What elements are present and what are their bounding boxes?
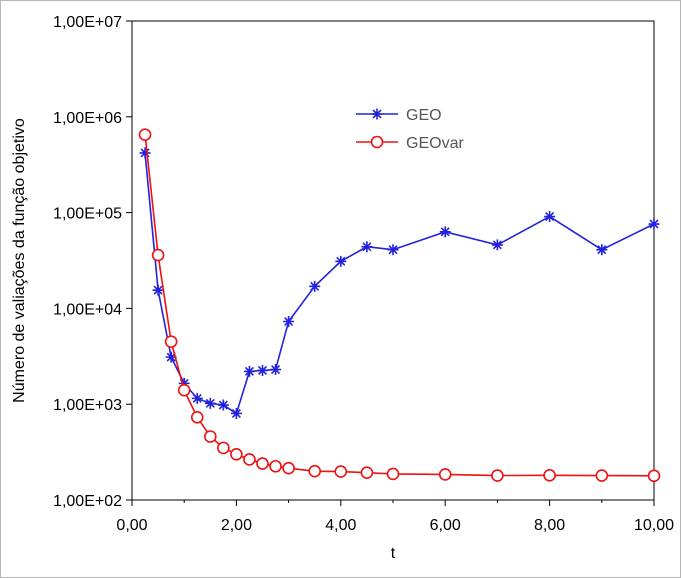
data-point-asterisk <box>283 315 295 327</box>
data-point-circle <box>308 464 322 478</box>
data-point-circle <box>230 447 243 461</box>
data-point-asterisk <box>309 280 321 292</box>
data-point-asterisk <box>596 244 608 256</box>
data-point-asterisk <box>230 407 242 419</box>
data-point-circle <box>217 441 230 455</box>
data-point-circle <box>243 453 256 466</box>
y-tick-label: 1,00E+05 <box>53 206 122 223</box>
data-point-asterisk <box>204 397 216 409</box>
data-point-circle <box>138 128 152 142</box>
data-point-circle <box>164 335 178 348</box>
data-point-asterisk <box>139 147 151 159</box>
data-point-asterisk <box>152 284 164 296</box>
legend-label: GEO <box>406 107 442 124</box>
data-point-circle <box>190 410 204 424</box>
data-point-asterisk <box>165 351 177 363</box>
y-axis: 1,00E+02 1,00E+03 1,00E+04 1,00E+05 1,00E+06… <box>53 14 132 510</box>
y-axis-title: Número de valiações da função objetivo <box>11 118 28 403</box>
legend-item-geovar: GEOvar <box>356 135 464 152</box>
y-tick-label: 1,00E+07 <box>53 14 122 31</box>
data-point-asterisk <box>191 392 203 404</box>
y-tick-label: 1,00E+02 <box>53 493 122 510</box>
y-tick-label: 1,00E+04 <box>53 301 122 318</box>
data-point-circle <box>543 469 556 482</box>
x-tick-label: 4,00 <box>325 517 356 534</box>
data-point-circle <box>360 466 374 479</box>
x-tick-label: 10,00 <box>634 517 674 534</box>
y-tick-label: 1,00E+03 <box>53 397 122 414</box>
data-point-asterisk <box>544 211 556 223</box>
legend-label: GEOvar <box>406 135 464 152</box>
data-point-asterisk <box>371 108 383 120</box>
plot-border <box>131 20 655 501</box>
data-point-circle <box>647 469 661 483</box>
plot-area <box>131 20 655 501</box>
data-point-asterisk <box>387 244 399 256</box>
x-tick-label: 0,00 <box>116 517 147 534</box>
x-tick-label: 6,00 <box>430 517 461 534</box>
x-axis: 0,00 2,00 4,00 6,00 8,00 10,00 <box>116 500 674 534</box>
series-line <box>144 152 655 415</box>
data-point-circle <box>438 468 452 481</box>
series-layer <box>138 128 661 483</box>
data-point-asterisk <box>648 218 660 230</box>
data-point-circle <box>491 469 504 482</box>
x-tick-label: 8,00 <box>534 517 565 534</box>
data-point-circle <box>269 459 282 473</box>
data-point-circle <box>370 135 384 149</box>
data-point-asterisk <box>178 377 190 389</box>
data-point-circle <box>151 248 165 262</box>
data-point-asterisk <box>491 239 503 251</box>
data-point-circle <box>386 467 400 481</box>
data-point-asterisk <box>257 364 268 376</box>
data-point-asterisk <box>270 364 282 376</box>
x-axis-title: t <box>391 545 396 562</box>
series-geovar <box>138 128 661 483</box>
data-point-circle <box>204 430 217 443</box>
legend-item-geo: GEO <box>356 107 442 124</box>
series-geo <box>139 147 660 419</box>
data-point-circle <box>177 383 191 397</box>
legend: GEO GEOvar <box>356 107 464 152</box>
data-point-asterisk <box>439 226 451 238</box>
data-point-circle <box>595 469 609 482</box>
data-point-circle <box>334 465 348 478</box>
data-point-asterisk <box>243 365 255 377</box>
data-point-asterisk <box>361 241 373 253</box>
data-point-asterisk <box>217 399 229 411</box>
y-tick-label: 1,00E+06 <box>53 110 122 127</box>
data-point-asterisk <box>335 255 347 267</box>
series-line <box>144 134 655 477</box>
data-point-circle <box>282 461 295 475</box>
data-point-circle <box>256 457 269 470</box>
x-tick-label: 2,00 <box>221 517 252 534</box>
